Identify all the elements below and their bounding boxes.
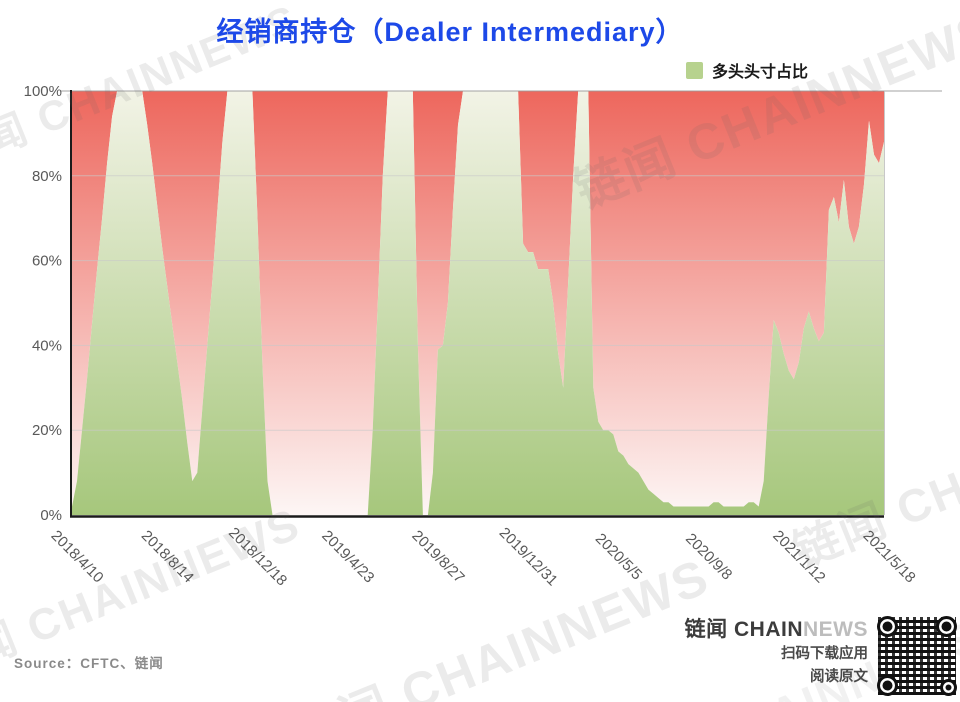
- qr-finder-icon: [877, 616, 898, 637]
- svg-text:100%: 100%: [24, 83, 62, 100]
- svg-text:2021/5/18: 2021/5/18: [860, 527, 919, 586]
- svg-text:40%: 40%: [32, 337, 62, 354]
- qr-code: [877, 616, 957, 696]
- brand-block: 链闻 CHAINNEWS 扫码下载应用 阅读原文: [685, 618, 868, 688]
- svg-text:80%: 80%: [32, 168, 62, 185]
- svg-text:2018/12/18: 2018/12/18: [225, 524, 290, 589]
- short-position-area: [72, 91, 884, 515]
- legend-swatch-long: [685, 61, 703, 79]
- svg-text:20%: 20%: [32, 422, 62, 439]
- brand-name-light: NEWS: [803, 618, 868, 641]
- svg-text:2020/9/8: 2020/9/8: [682, 530, 735, 583]
- svg-text:2018/4/10: 2018/4/10: [48, 527, 107, 586]
- axes: [70, 90, 884, 518]
- source-note: Source：CFTC、链闻: [14, 656, 164, 671]
- svg-text:2019/12/31: 2019/12/31: [496, 524, 561, 589]
- x-axis-labels: 2018/4/10 2018/8/14 2018/12/18 2019/4/23 201…: [48, 524, 919, 589]
- svg-text:2019/4/23: 2019/4/23: [318, 527, 377, 586]
- svg-text:2018/8/14: 2018/8/14: [138, 527, 197, 586]
- svg-text:2019/8/27: 2019/8/27: [408, 527, 467, 586]
- brand-logo: 链闻 CHAINNEWS: [685, 618, 868, 642]
- gridlines: [60, 90, 942, 515]
- svg-text:2021/1/12: 2021/1/12: [769, 527, 828, 586]
- svg-text:2020/5/5: 2020/5/5: [592, 530, 645, 583]
- brand-name-dark: 链闻 CHAIN: [684, 618, 803, 641]
- dealer-intermediary-area-chart: 0%20%40%60%80%100% 2018/4/10 2018/8/14 201…: [24, 83, 942, 589]
- long-position-area: [72, 91, 884, 515]
- qr-finder-icon: [936, 616, 957, 637]
- svg-text:0%: 0%: [40, 507, 62, 524]
- qr-finder-icon: [940, 679, 957, 696]
- qr-caption-readmore: 阅读原文: [810, 669, 868, 685]
- legend-label-long: 多头头寸占比: [711, 64, 808, 81]
- svg-text:60%: 60%: [32, 253, 62, 270]
- qr-caption-download: 扫码下载应用: [781, 646, 868, 662]
- legend: 多头头寸占比: [685, 58, 808, 82]
- qr-finder-icon: [877, 675, 898, 696]
- y-axis-labels: 0% 20% 40% 60% 80% 100%: [24, 83, 62, 524]
- chart-title: 经销商持仓（Dealer Intermediary）: [216, 17, 684, 47]
